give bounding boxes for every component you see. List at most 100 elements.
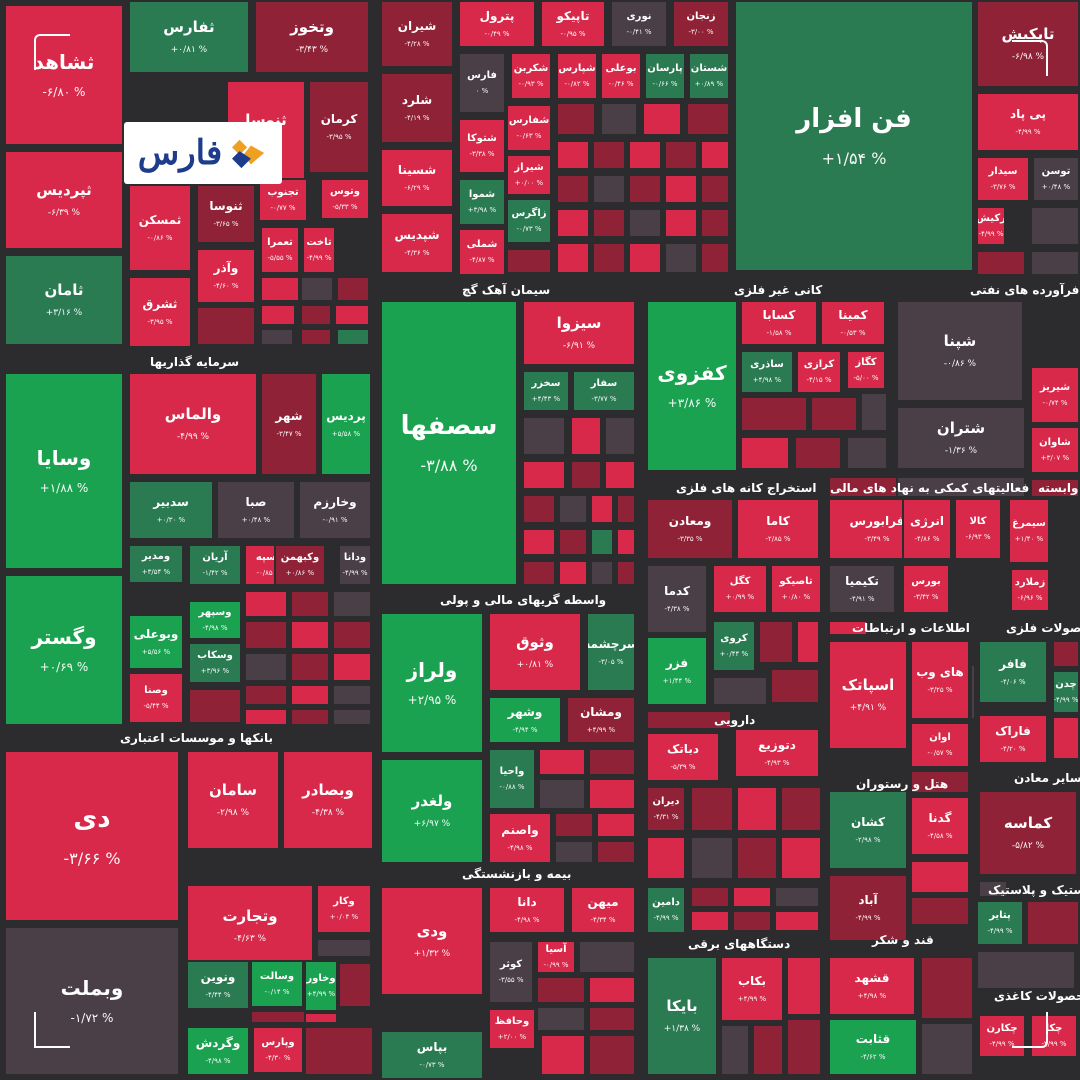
stock-tile[interactable]: کشان -۲/۹۸ %	[828, 790, 908, 870]
stock-tile[interactable]: وپارس -۴/۳۰ %	[252, 1026, 304, 1074]
stock-tile[interactable]: وتوس -۵/۳۳ %	[320, 178, 370, 220]
stock-tile[interactable]: شیران -۴/۲۸ %	[380, 0, 454, 68]
stock-tile[interactable]: کگل +۰/۹۹ %	[712, 564, 768, 614]
stock-tile[interactable]: کاما -۲/۸۵ %	[736, 498, 820, 560]
stock-tile[interactable]: پارسان -۰/۶۶ %	[644, 52, 686, 100]
stock-tile-unlabeled[interactable]	[522, 416, 566, 456]
stock-tile-unlabeled[interactable]	[538, 748, 586, 776]
stock-tile-unlabeled[interactable]	[588, 778, 636, 810]
stock-tile-unlabeled[interactable]	[590, 528, 614, 556]
stock-tile[interactable]: ثمسکن -۰/۸۶ %	[128, 184, 192, 272]
stock-tile[interactable]: دانا -۴/۹۸ %	[488, 886, 566, 934]
stock-tile[interactable]: وسالت -۰/۱۴ %	[250, 960, 304, 1008]
stock-tile[interactable]: کماسه -۵/۸۲ %	[978, 790, 1078, 876]
stock-tile[interactable]: های وب -۳/۲۵ %	[910, 640, 970, 720]
stock-tile[interactable]: وآذر -۴/۶۰ %	[196, 248, 256, 304]
stock-tile[interactable]: وشهر -۴/۹۴ %	[488, 696, 562, 744]
stock-tile-unlabeled[interactable]	[556, 174, 590, 204]
stock-tile-unlabeled[interactable]	[334, 304, 370, 326]
stock-tile[interactable]: سامان -۲/۹۸ %	[186, 750, 280, 850]
stock-tile-unlabeled[interactable]	[578, 940, 636, 974]
stock-tile[interactable]: شکربن -۰/۹۳ %	[510, 52, 552, 100]
stock-tile[interactable]: وسکاب +۳/۹۶ %	[188, 642, 242, 684]
stock-tile-unlabeled[interactable]	[290, 708, 330, 726]
stock-tile[interactable]: کمینا -۰/۵۳ %	[820, 300, 886, 346]
stock-tile[interactable]: ثفارس +۰/۸۱ %	[128, 0, 250, 74]
stock-tile[interactable]: وبوعلی +۵/۵۶ %	[128, 614, 184, 670]
stock-tile-unlabeled[interactable]	[244, 684, 288, 706]
stock-tile[interactable]: ودانا -۴/۹۹ %	[338, 544, 372, 586]
stock-tile-unlabeled[interactable]	[664, 174, 698, 204]
stock-tile-unlabeled[interactable]	[304, 1026, 374, 1076]
stock-tile-unlabeled[interactable]	[700, 140, 730, 170]
stock-tile[interactable]: سیمرغ +۱/۴۰ %	[1008, 498, 1050, 564]
stock-tile[interactable]: آباد -۴/۹۹ %	[828, 874, 908, 942]
stock-tile-unlabeled[interactable]	[260, 276, 300, 302]
stock-tile-unlabeled[interactable]	[700, 242, 730, 274]
stock-tile[interactable]: دی -۳/۶۶ %	[4, 750, 180, 922]
stock-tile[interactable]: میهن -۴/۳۴ %	[570, 886, 636, 934]
stock-tile-unlabeled[interactable]	[540, 1034, 586, 1076]
stock-tile-unlabeled[interactable]	[556, 242, 590, 274]
stock-tile-unlabeled[interactable]	[332, 684, 372, 706]
stock-tile-unlabeled[interactable]	[536, 1006, 586, 1032]
stock-tile[interactable]: وکبهمن +۰/۸۶ %	[274, 544, 326, 586]
stock-tile-unlabeled[interactable]	[592, 208, 626, 238]
stock-tile-unlabeled[interactable]	[260, 328, 294, 346]
stock-tile[interactable]: ودی +۱/۳۲ %	[380, 886, 484, 996]
stock-tile-unlabeled[interactable]	[196, 306, 256, 346]
stock-tile-unlabeled[interactable]	[304, 1012, 338, 1024]
stock-tile-unlabeled[interactable]	[976, 250, 1026, 276]
stock-tile[interactable]: بوعلی -۰/۴۶ %	[600, 52, 642, 100]
stock-tile-unlabeled[interactable]	[646, 710, 732, 730]
stock-tile[interactable]: ومعادن -۳/۳۵ %	[646, 498, 734, 560]
stock-tile-unlabeled[interactable]	[1030, 250, 1080, 276]
stock-tile[interactable]: زملارد -۶/۹۶ %	[1010, 568, 1050, 612]
stock-tile-unlabeled[interactable]	[244, 590, 288, 618]
stock-tile[interactable]: وکار +۰/۰۴ %	[316, 884, 372, 934]
stock-tile[interactable]: ولغدر +۶/۹۷ %	[380, 758, 484, 864]
stock-tile-unlabeled[interactable]	[554, 840, 594, 864]
stock-tile-unlabeled[interactable]	[588, 976, 636, 1004]
stock-tile[interactable]: تکیمیا -۴/۹۱ %	[828, 564, 896, 614]
stock-tile[interactable]: سصفها -۳/۸۸ %	[380, 300, 518, 586]
stock-tile-unlabeled[interactable]	[556, 208, 590, 238]
stock-tile[interactable]: کرازی -۴/۱۵ %	[796, 350, 842, 394]
stock-tile[interactable]: واصنم -۴/۹۸ %	[488, 812, 552, 864]
stock-tile[interactable]: پردیس +۵/۵۸ %	[320, 372, 372, 476]
stock-tile[interactable]: تعمرا -۵/۵۵ %	[260, 226, 300, 274]
stock-tile[interactable]: وخاور +۴/۹۹ %	[304, 960, 338, 1012]
stock-tile-unlabeled[interactable]	[596, 840, 636, 864]
stock-tile-unlabeled[interactable]	[332, 708, 372, 726]
stock-tile[interactable]: پتایر -۴/۹۹ %	[976, 900, 1024, 946]
stock-tile[interactable]: سرچشمه -۳/۰۵ %	[586, 612, 636, 692]
stock-tile-unlabeled[interactable]	[700, 208, 730, 238]
stock-tile[interactable]: شپنا -۰/۸۶ %	[896, 300, 1024, 402]
stock-tile-unlabeled[interactable]	[570, 416, 602, 456]
stock-tile-unlabeled[interactable]	[616, 560, 636, 586]
stock-tile-unlabeled[interactable]	[700, 174, 730, 204]
stock-tile-unlabeled[interactable]	[740, 396, 808, 432]
stock-tile[interactable]: بکاب +۴/۹۹ %	[720, 956, 784, 1022]
stock-tile-unlabeled[interactable]	[976, 950, 1076, 990]
stock-tile[interactable]: سیزوا -۶/۹۱ %	[522, 300, 636, 366]
stock-tile[interactable]: شهر -۳/۴۷ %	[260, 372, 318, 476]
stock-tile-unlabeled[interactable]	[828, 620, 868, 636]
stock-tile-unlabeled[interactable]	[522, 528, 556, 556]
stock-tile-unlabeled[interactable]	[244, 620, 288, 650]
stock-tile[interactable]: پی پاد -۴/۹۹ %	[976, 92, 1080, 152]
stock-tile[interactable]: ولراز +۲/۹۵ %	[380, 612, 484, 754]
stock-tile-unlabeled[interactable]	[332, 590, 372, 618]
stock-tile-unlabeled[interactable]	[732, 910, 772, 932]
stock-tile[interactable]: ثامان +۳/۱۶ %	[4, 254, 124, 346]
stock-tile-unlabeled[interactable]	[1026, 900, 1080, 946]
stock-tile[interactable]: شلرد -۴/۱۹ %	[380, 72, 454, 144]
stock-tile-unlabeled[interactable]	[300, 276, 334, 302]
stock-tile[interactable]: اوان -۰/۵۷ %	[910, 722, 970, 768]
stock-tile[interactable]: شاوان +۳/۰۷ %	[1030, 426, 1080, 474]
stock-tile[interactable]: تاپیکو -۰/۹۵ %	[540, 0, 606, 48]
stock-tile[interactable]: نوری -۰/۴۱ %	[610, 0, 668, 48]
stock-tile[interactable]: فافر -۴/۰۶ %	[978, 640, 1048, 704]
stock-tile[interactable]: چدن -۴/۹۹ %	[1052, 670, 1080, 714]
stock-tile-unlabeled[interactable]	[712, 676, 768, 706]
